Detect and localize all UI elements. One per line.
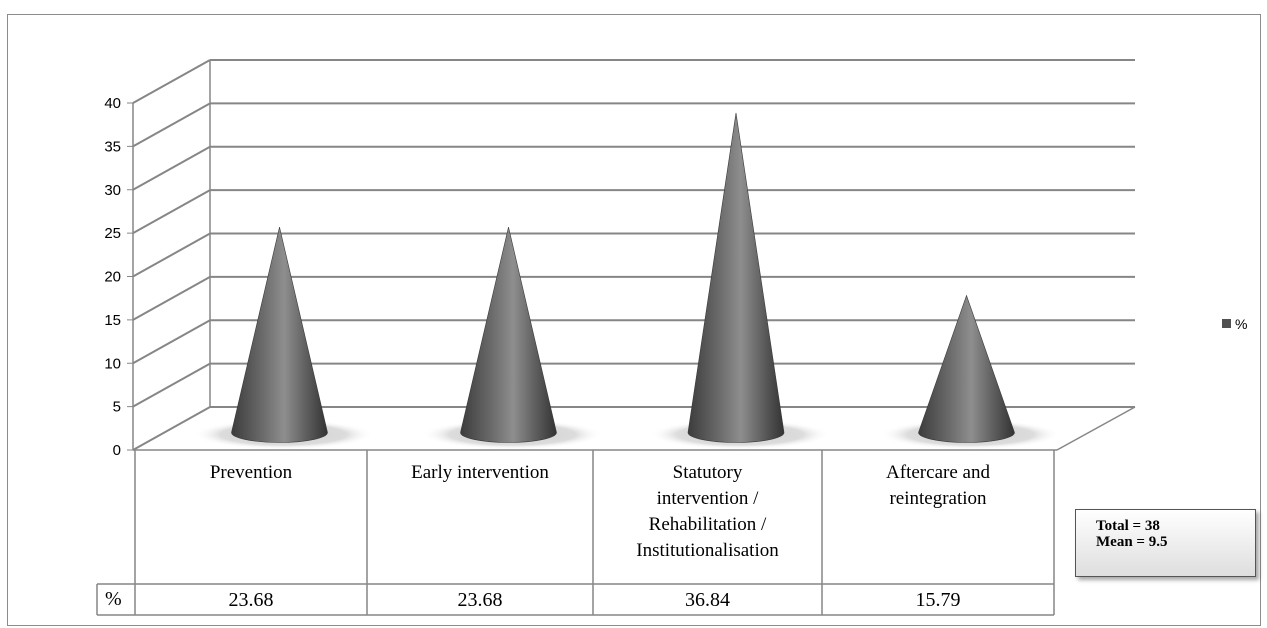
cone-bar [231, 227, 328, 443]
legend-label: % [1235, 316, 1247, 332]
y-tick-label: 20 [104, 269, 121, 286]
y-tick-label: 35 [104, 138, 121, 155]
gridline-side [132, 319, 211, 365]
category-label: Aftercare and [886, 462, 990, 483]
cone-bar [460, 227, 557, 443]
y-tick-label: 40 [104, 95, 121, 112]
category-label: Statutory [673, 462, 743, 483]
gridline-side [132, 102, 211, 148]
value-label: 23.68 [458, 589, 503, 611]
table-row-label: % [105, 588, 122, 610]
gridline-side [132, 189, 211, 234]
gridline-side [132, 59, 211, 104]
category-label: Institutionalisation [636, 540, 779, 561]
category-label: Rehabilitation / [649, 514, 767, 535]
value-label: 23.68 [229, 589, 274, 611]
y-tick-label: 10 [104, 355, 121, 372]
cone-bar [918, 294, 1015, 443]
gridline-side [132, 145, 211, 191]
value-label: 36.84 [685, 589, 730, 611]
y-tick-label: 15 [104, 312, 121, 329]
category-label: intervention / [657, 488, 760, 509]
gridline-side [132, 406, 211, 451]
y-tick-label: 25 [104, 225, 121, 242]
category-label: Prevention [210, 462, 293, 483]
y-tick-label: 5 [113, 399, 121, 416]
gridline-side [132, 362, 211, 408]
category-label: Early intervention [411, 462, 549, 483]
gridline-side [132, 232, 211, 278]
gridline-side [132, 276, 211, 321]
y-tick-label: 0 [113, 442, 121, 459]
legend-swatch [1222, 319, 1231, 328]
total-text: Total = 38 [1096, 518, 1160, 534]
mean-text: Mean = 9.5 [1096, 534, 1168, 550]
value-label: 15.79 [916, 589, 961, 611]
y-tick-label: 30 [104, 182, 121, 199]
summary-box: Total = 38 Mean = 9.5 [1075, 509, 1256, 577]
floor-right-edge [1056, 406, 1136, 451]
cone-bar [687, 112, 785, 443]
category-label: reintegration [889, 488, 987, 509]
